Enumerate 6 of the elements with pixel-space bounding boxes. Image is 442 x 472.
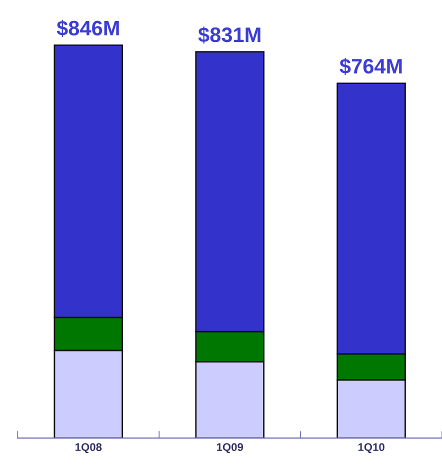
annotation: $764M — [340, 58, 402, 75]
annotation: $846M — [56, 20, 119, 37]
x-tick-label: 1Q10 — [358, 443, 384, 454]
x-tick-label: 1Q09 — [216, 443, 244, 454]
annotation: $831M — [198, 26, 260, 44]
x-tick-label: 1Q08 — [76, 443, 102, 454]
